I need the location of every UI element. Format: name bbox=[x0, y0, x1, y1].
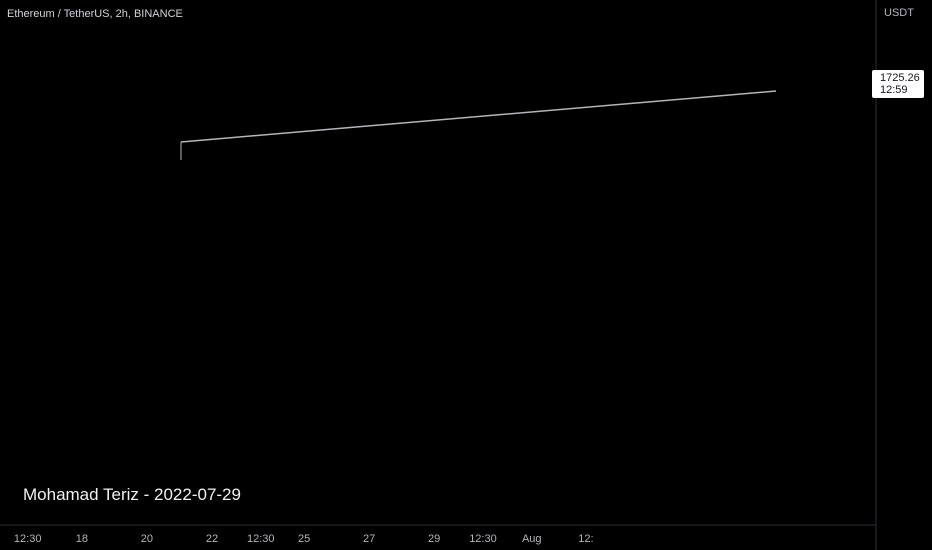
time-tick-label: 12: bbox=[578, 533, 593, 545]
trendline bbox=[180, 90, 777, 143]
time-tick-label: 12:30 bbox=[14, 533, 42, 545]
bar-countdown: 12:59 bbox=[880, 84, 908, 96]
time-tick-label: 18 bbox=[76, 533, 88, 545]
time-tick-label: 12:30 bbox=[469, 533, 497, 545]
price-axis-unit: USDT bbox=[884, 7, 914, 19]
time-tick-label: 27 bbox=[363, 533, 375, 545]
author-watermark: Mohamad Teriz - 2022-07-29 bbox=[23, 485, 241, 504]
last-price-value: 1725.26 bbox=[880, 72, 920, 84]
time-tick-label: 12:30 bbox=[247, 533, 275, 545]
time-tick-label: 25 bbox=[298, 533, 310, 545]
last-price-tag: 1725.26 12:59 bbox=[872, 70, 924, 98]
time-tick-label: 22 bbox=[206, 533, 218, 545]
chart-title: Ethereum / TetherUS, 2h, BINANCE bbox=[7, 8, 183, 20]
time-tick-label: 20 bbox=[141, 533, 153, 545]
time-tick-label: Aug bbox=[522, 533, 542, 545]
time-tick-label: 29 bbox=[428, 533, 440, 545]
